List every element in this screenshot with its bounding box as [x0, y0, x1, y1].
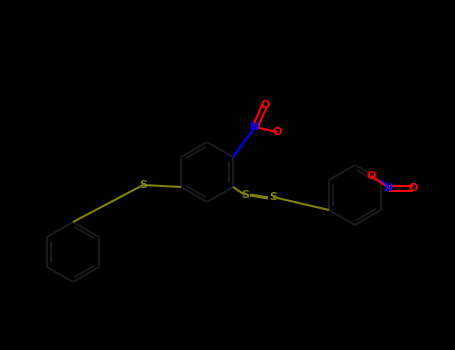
Text: N: N [384, 183, 394, 193]
Text: N: N [250, 122, 260, 132]
Text: O: O [260, 100, 270, 110]
Text: O: O [408, 183, 418, 193]
Text: O: O [272, 127, 282, 137]
Text: S: S [139, 180, 147, 190]
Text: S: S [241, 190, 249, 200]
Text: O: O [366, 171, 376, 181]
Text: S: S [269, 192, 277, 202]
